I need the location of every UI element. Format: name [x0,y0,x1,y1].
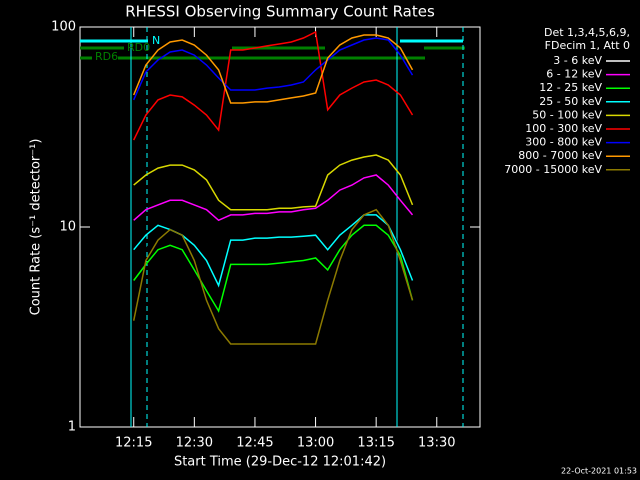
legend-label: 12 - 25 keV [539,81,602,94]
y-axis-label: Count Rate (s⁻¹ detector⁻¹) [29,139,44,316]
timestamp: 22-Oct-2021 01:53 [561,467,637,476]
annotation: RD6 [95,50,118,63]
x-tick-label: 13:00 [297,436,334,451]
legend-label: 7000 - 15000 keV [504,163,602,176]
chart-title: RHESSI Observing Summary Count Rates [125,3,435,21]
y-tick-label: 100 [51,20,76,35]
legend-label: 800 - 7000 keV [518,149,602,162]
x-tick-label: 12:45 [236,436,273,451]
series-line [133,30,414,141]
legend-label: 3 - 6 keV [553,54,602,67]
y-tick-label: 10 [59,220,76,235]
legend-label: 100 - 300 keV [525,122,602,135]
x-tick-label: 13:30 [418,436,455,451]
legend-header: Det 1,3,4,5,6,9, [544,26,630,39]
legend-label: 50 - 100 keV [532,108,602,121]
series-line [132,178,414,330]
x-tick-label: 12:15 [115,436,152,451]
legend-label: 300 - 800 keV [525,136,602,149]
x-tick-label: 12:30 [176,436,213,451]
x-tick-label: 13:15 [357,436,394,451]
x-axis-label: Start Time (29-Dec-12 12:01:42) [174,455,386,470]
series-line [133,174,414,222]
legend-header: FDecim 1, Att 0 [545,39,630,52]
series-line [133,224,414,313]
y-tick-label: 1 [68,420,76,435]
series-line [132,208,414,345]
series-line [133,154,414,211]
annotation: N [152,34,160,47]
series-line [133,34,414,104]
legend-label: 6 - 12 keV [546,68,602,81]
legend-label: 25 - 50 keV [539,95,602,108]
series-line [133,37,414,101]
status-bars [80,27,465,427]
annotation: RD0 [127,41,150,54]
